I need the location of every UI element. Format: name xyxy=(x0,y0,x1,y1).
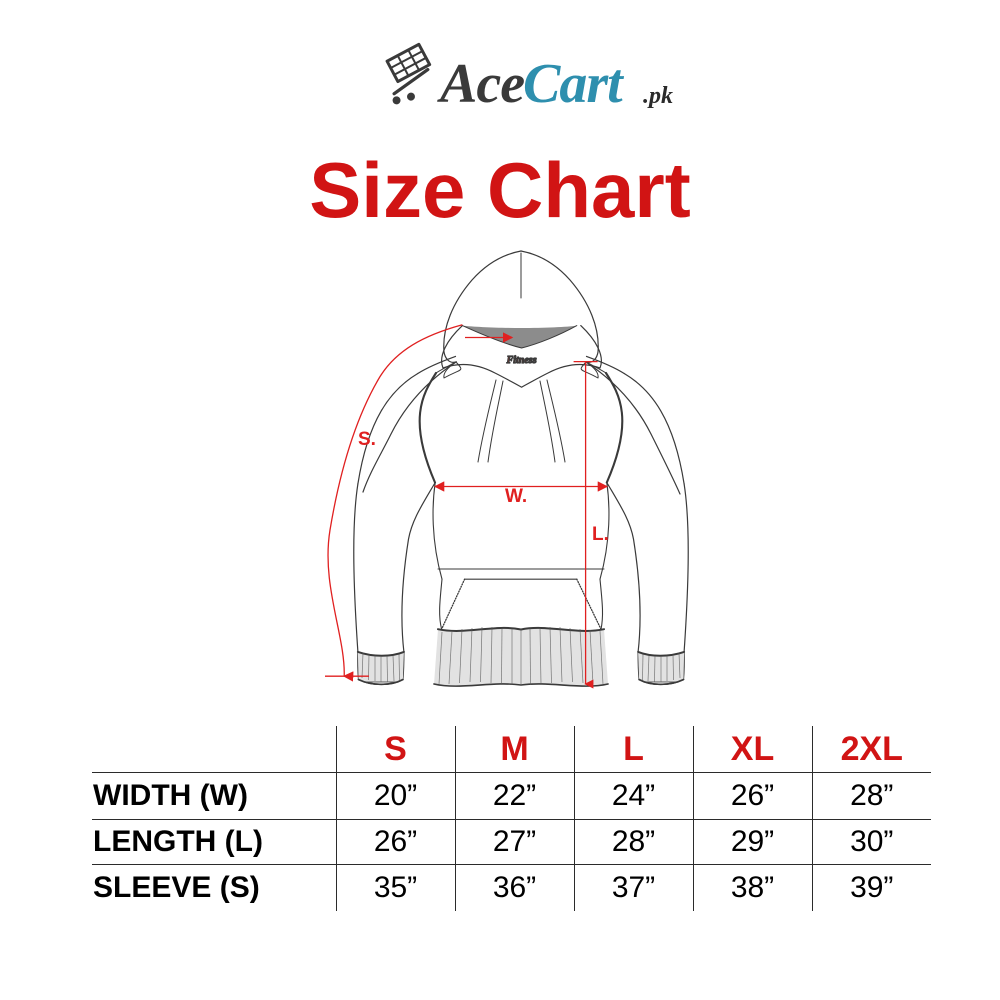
svg-text:S.: S. xyxy=(358,429,376,450)
svg-text:Ace: Ace xyxy=(437,53,524,115)
svg-text:L.: L. xyxy=(592,524,609,545)
svg-text:W.: W. xyxy=(505,486,527,507)
svg-text:Cart: Cart xyxy=(523,53,624,115)
svg-text:Fitness: Fitness xyxy=(506,355,537,366)
svg-text:.pk: .pk xyxy=(643,83,673,109)
